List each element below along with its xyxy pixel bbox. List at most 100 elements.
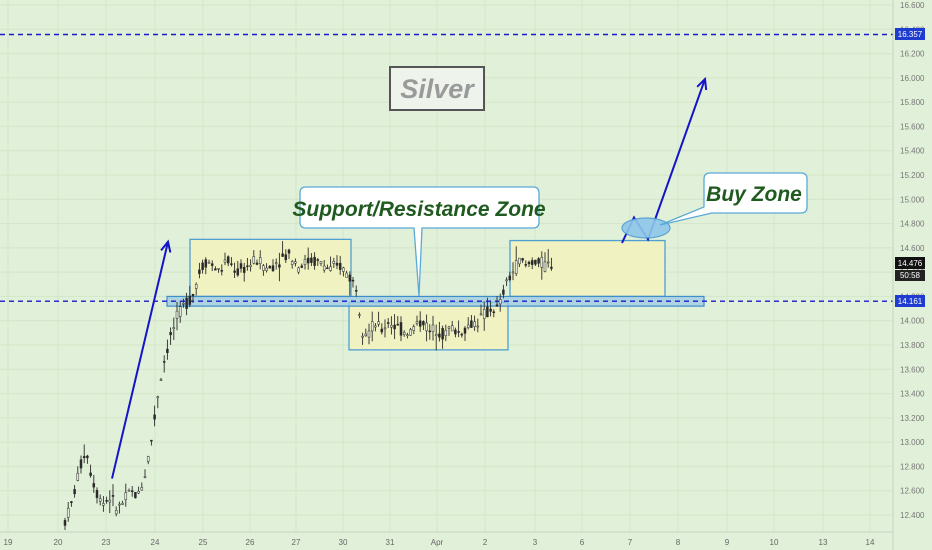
candle-body — [492, 311, 496, 314]
candle-body — [418, 320, 422, 327]
candle-body — [537, 258, 540, 264]
candle-body — [258, 257, 262, 264]
x-tick-label: 19 — [4, 538, 13, 547]
candle-body — [412, 326, 416, 331]
candle-body — [364, 333, 368, 336]
y-tick-label: 13.600 — [900, 365, 925, 374]
candle-body — [434, 333, 438, 336]
candle-body — [201, 262, 204, 270]
candle-body — [374, 325, 377, 328]
candle-body — [486, 306, 489, 318]
candle-body — [182, 303, 185, 305]
x-tick-label: 13 — [819, 538, 828, 547]
sr-zone-label: Support/Resistance Zone — [292, 198, 546, 221]
candle-body — [262, 265, 265, 271]
y-tick-label: 16.000 — [900, 74, 925, 83]
candle-body — [348, 274, 352, 282]
candle-body — [294, 261, 297, 264]
x-tick-label: 25 — [199, 538, 208, 547]
x-tick-label: 10 — [770, 538, 779, 547]
candle-body — [354, 290, 358, 292]
candle-body — [409, 329, 412, 336]
candle-body — [447, 326, 451, 329]
candle-body — [172, 327, 176, 330]
candle-body — [498, 299, 502, 305]
time-axis[interactable]: 19 20 23 24 25 26 27 30 31 Apr 2 3 6 7 8 9 10 13 14 — [4, 538, 875, 547]
candle-body — [303, 259, 307, 265]
candle-body — [450, 325, 454, 332]
y-tick-label: 13.400 — [900, 390, 925, 399]
candle-body — [79, 459, 83, 469]
y-tick-label: 15.600 — [900, 122, 925, 131]
y-tick-label: 12.800 — [900, 462, 925, 471]
candle-body — [306, 257, 310, 264]
x-tick-label: 3 — [533, 538, 538, 547]
x-tick-label: 31 — [386, 538, 395, 547]
candle-body — [338, 262, 342, 270]
candle-body — [482, 309, 486, 319]
candle-body — [188, 295, 192, 305]
candle-body — [102, 503, 105, 506]
candle-body — [524, 264, 528, 266]
x-tick-label: 30 — [339, 538, 348, 547]
candle-body — [82, 456, 86, 459]
candle-body — [377, 321, 380, 325]
chart-title: Silver — [400, 74, 475, 104]
candle-body — [390, 325, 393, 328]
candle-body — [210, 263, 214, 266]
candle-body — [204, 259, 208, 268]
x-tick-label: 7 — [628, 538, 633, 547]
candle-body — [476, 325, 480, 328]
candle-body — [265, 267, 268, 271]
candle-body — [146, 456, 150, 462]
candle-body — [166, 348, 169, 353]
x-tick-label: 6 — [580, 538, 585, 547]
candle-body — [466, 324, 470, 328]
candle-body — [370, 321, 374, 332]
x-tick-label: Apr — [431, 538, 444, 547]
candle-body — [143, 476, 147, 478]
y-tick-label: 15.200 — [900, 171, 925, 180]
candle-body — [124, 492, 128, 500]
candle-body — [73, 489, 76, 495]
candle-body — [252, 256, 256, 264]
candle-body — [300, 265, 304, 268]
projection-arrow — [621, 78, 706, 244]
candle-body — [137, 491, 140, 494]
candle-body — [422, 321, 425, 326]
candle-body — [415, 321, 419, 324]
candle-body — [444, 329, 448, 336]
candle-body — [361, 335, 364, 338]
candle-body — [454, 329, 457, 335]
zones-layer — [166, 238, 705, 351]
candle-body — [66, 507, 70, 518]
rally-arrow — [111, 241, 169, 479]
candle-body — [249, 264, 252, 268]
candle-body — [207, 262, 211, 264]
candle-body — [438, 333, 441, 338]
candle-body — [358, 314, 361, 316]
candle-body — [508, 275, 512, 281]
candle-body — [159, 379, 163, 382]
y-tick-label: 15.000 — [900, 195, 925, 204]
candle-body — [546, 261, 550, 264]
candle-body — [402, 332, 406, 335]
candle-body — [386, 322, 390, 324]
candle-body — [89, 472, 92, 476]
candle-body — [530, 260, 534, 265]
candle-body — [185, 297, 188, 309]
candle-body — [178, 306, 182, 317]
candle-body — [297, 267, 300, 273]
candle-body — [76, 473, 80, 481]
candle-body — [140, 487, 144, 491]
candle-body — [383, 327, 387, 330]
y-tick-label: 16.600 — [900, 1, 925, 10]
x-tick-label: 20 — [54, 538, 63, 547]
x-tick-label: 9 — [725, 538, 730, 547]
candle-body — [284, 254, 288, 261]
candle-body — [236, 268, 240, 276]
candle-body — [98, 498, 102, 502]
arrow-head — [696, 76, 708, 91]
y-tick-label: 15.800 — [900, 98, 925, 107]
